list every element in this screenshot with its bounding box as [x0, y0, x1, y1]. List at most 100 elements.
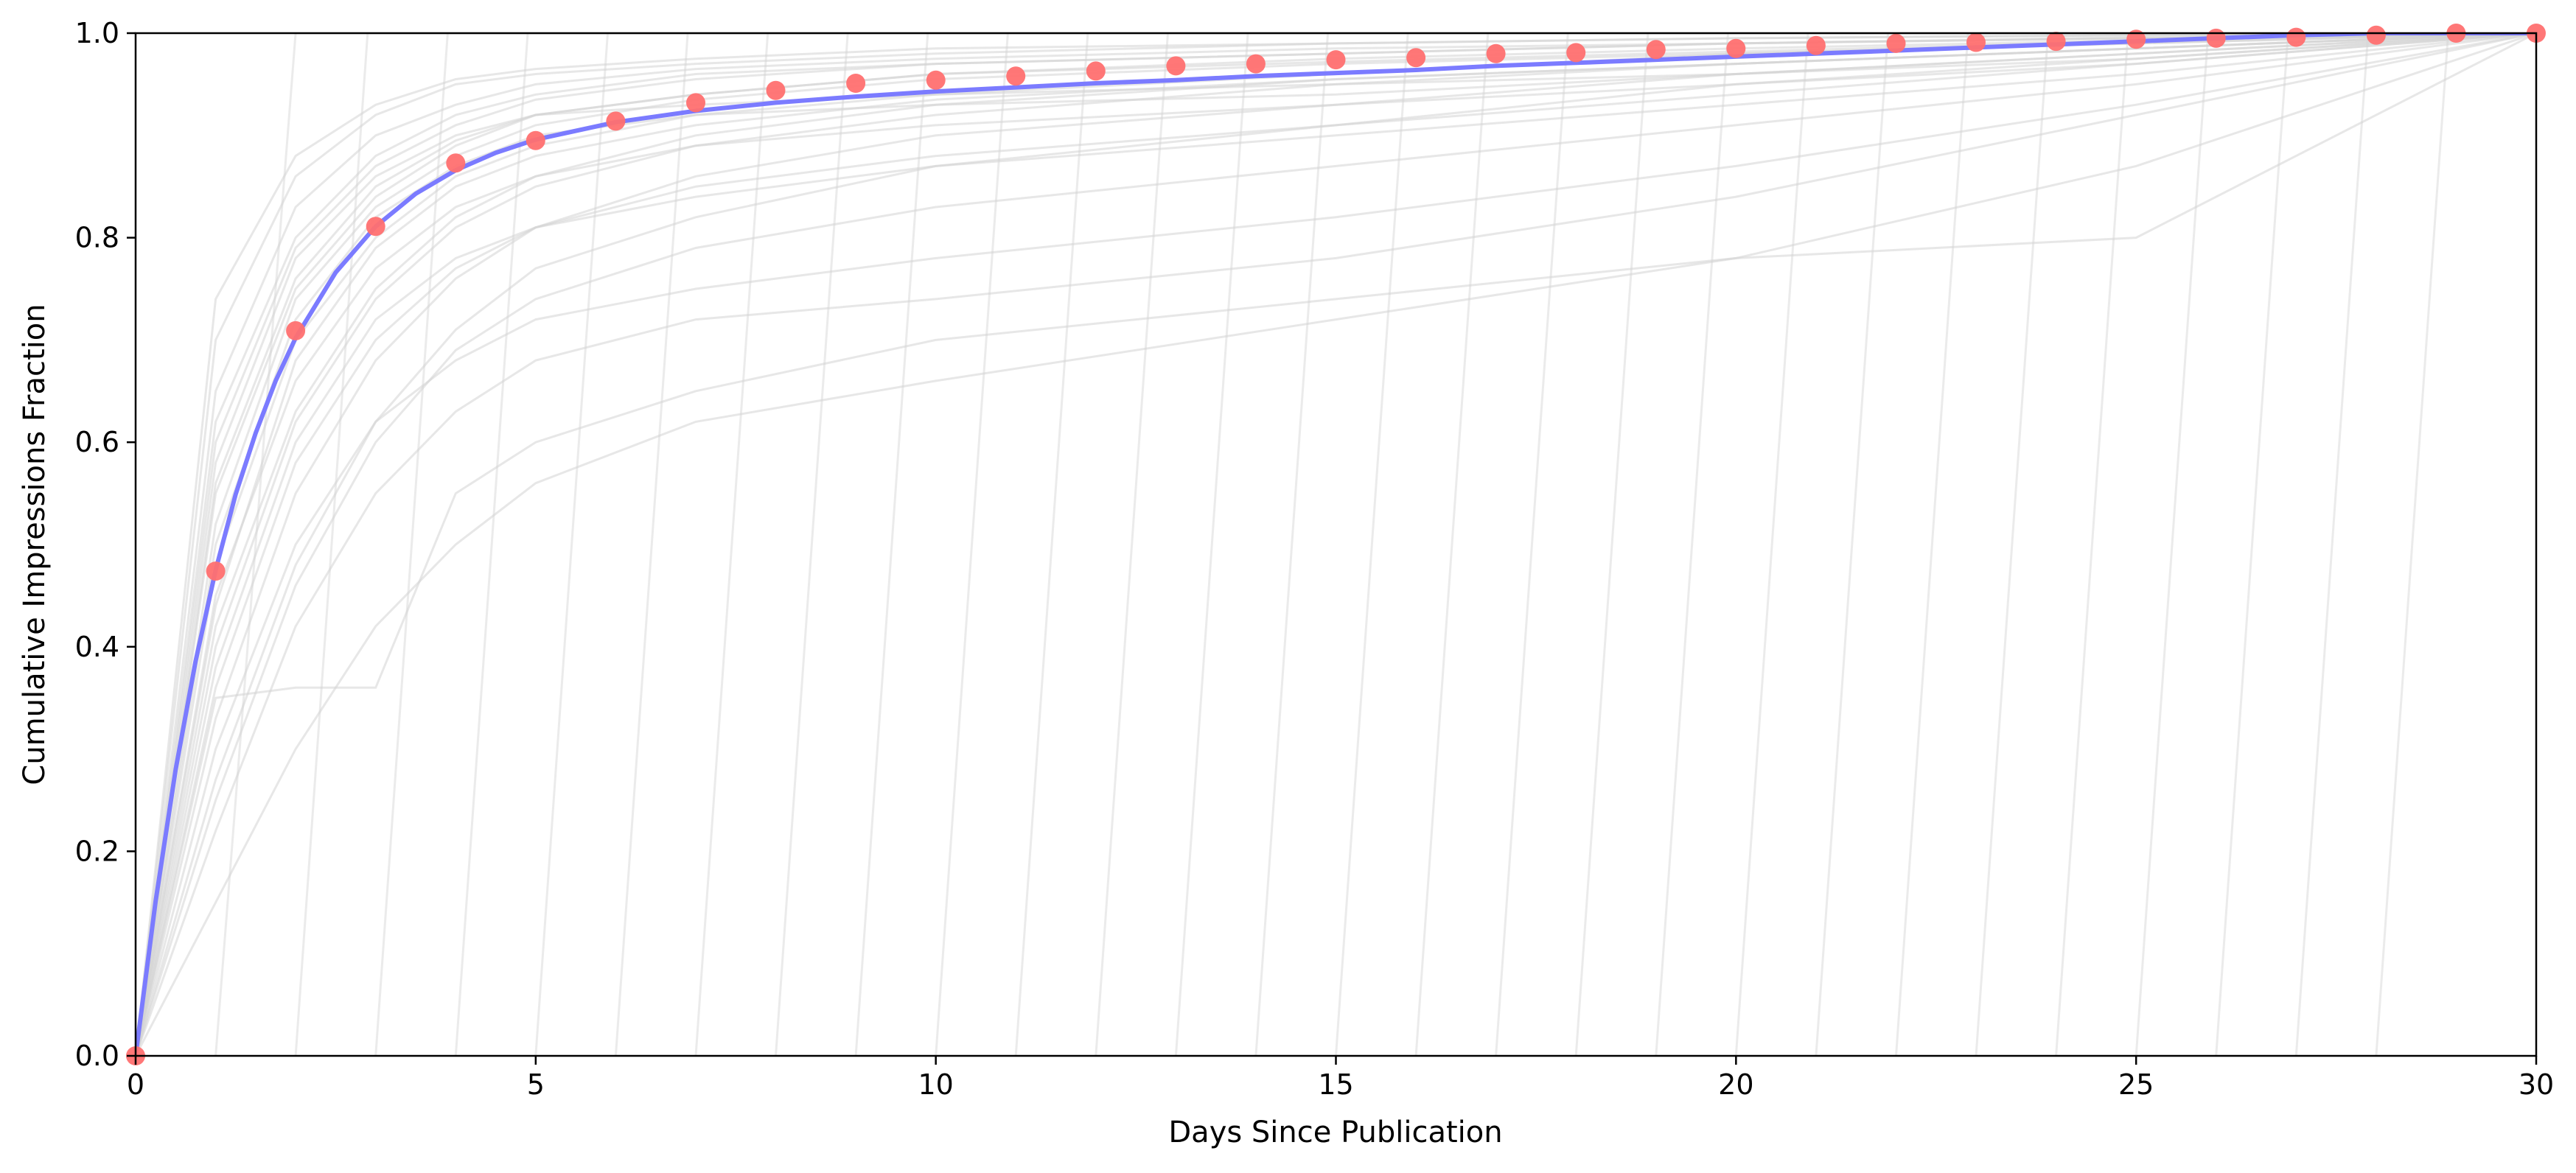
article-ramp-2 [294, 33, 2536, 1056]
y-axis-label: Cumulative Impressions Fraction [18, 304, 52, 785]
article-curve-20 [136, 33, 2536, 1056]
average-point [526, 130, 545, 150]
article-curve-11 [136, 33, 2536, 1056]
article-ramp-19 [1655, 33, 2536, 1056]
article-ramp-3 [374, 33, 2536, 1056]
article-curve-21 [136, 33, 2536, 1056]
average-point [1726, 38, 1746, 58]
y-tick-label: 1.0 [75, 17, 119, 49]
average-point [446, 153, 466, 173]
article-ramp-11 [1014, 33, 2536, 1056]
article-ramp-4 [454, 33, 2536, 1056]
y-tick-label: 0.4 [75, 631, 119, 663]
fitted-curve-layer [136, 33, 2536, 1056]
x-tick-label: 0 [127, 1068, 144, 1101]
article-ramp-27 [2294, 33, 2536, 1056]
article-ramp-8 [775, 33, 2536, 1056]
average-point [606, 111, 626, 131]
article-curve-19 [136, 33, 2536, 1056]
article-ramp-21 [1815, 33, 2536, 1056]
article-curve-2 [136, 33, 2536, 1056]
article-curve-3 [136, 33, 2536, 1056]
article-ramp-18 [1574, 33, 2536, 1056]
y-axis: 0.0 0.2 0.4 0.6 0.8 1.0 [75, 17, 136, 1072]
article-curve-23 [136, 33, 2536, 1056]
article-curve-7 [136, 33, 2536, 1056]
average-point [766, 80, 786, 100]
article-curve-14 [136, 33, 2536, 1056]
article-ramp-14 [1254, 33, 2536, 1056]
average-point [1086, 61, 1106, 81]
article-ramp-25 [2135, 33, 2536, 1056]
individual-article-curves [136, 33, 2536, 1056]
x-tick-label: 25 [2118, 1068, 2154, 1101]
article-curve-10 [136, 33, 2536, 1056]
average-point [1246, 54, 1266, 74]
average-point [2366, 25, 2386, 45]
article-ramp-5 [534, 33, 2536, 1056]
average-point [1326, 50, 1346, 70]
average-point [1966, 32, 1986, 52]
average-point [686, 93, 705, 113]
x-tick-label: 15 [1318, 1068, 1353, 1101]
y-tick-label: 0.2 [75, 835, 119, 867]
article-curve-17 [136, 33, 2536, 1056]
average-point [926, 70, 946, 90]
article-ramp-26 [2215, 33, 2536, 1056]
average-point [2286, 27, 2306, 47]
average-point [2126, 29, 2146, 49]
article-ramp-15 [1335, 33, 2536, 1056]
article-curve-12 [136, 33, 2536, 1056]
article-ramp-1 [214, 33, 2536, 1056]
y-tick-label: 0.6 [75, 426, 119, 458]
article-curve-1 [136, 33, 2536, 1056]
article-curve-15 [136, 33, 2536, 1056]
article-curve-24 [136, 33, 2536, 1056]
x-tick-label: 10 [918, 1068, 953, 1101]
average-point [1566, 43, 1586, 63]
article-curve-16 [136, 33, 2536, 1056]
x-axis-label: Days Since Publication [1168, 1116, 1502, 1149]
average-point [846, 74, 866, 93]
average-point [2206, 28, 2226, 48]
average-point [366, 217, 385, 237]
article-ramp-9 [854, 33, 2536, 1056]
article-ramp-10 [935, 33, 2536, 1056]
article-curve-8 [136, 33, 2536, 1056]
article-curve-22 [136, 33, 2536, 1056]
fitted-curve [136, 33, 2536, 1056]
article-ramp-23 [1975, 33, 2536, 1056]
average-point [1166, 56, 1186, 76]
average-point [2046, 32, 2066, 52]
article-ramp-17 [1495, 33, 2536, 1056]
average-point [206, 561, 226, 581]
x-tick-label: 5 [527, 1068, 545, 1101]
average-point [1006, 66, 1026, 86]
article-curve-6 [136, 33, 2536, 1056]
average-point [1486, 43, 1506, 63]
x-tick-label: 30 [2519, 1068, 2554, 1101]
article-curve-5 [136, 33, 2536, 1056]
average-point [1646, 40, 1666, 60]
article-ramp-28 [2375, 33, 2536, 1056]
average-point [1886, 33, 1906, 53]
average-points-layer [126, 24, 2546, 1065]
x-tick-label: 20 [1718, 1068, 1753, 1101]
article-ramp-7 [694, 33, 2536, 1056]
average-point [1806, 35, 1826, 55]
article-ramp-22 [1895, 33, 2536, 1056]
article-ramp-13 [1174, 33, 2536, 1056]
article-curve-13 [136, 33, 2536, 1056]
average-point [1406, 48, 1426, 68]
plot-area-frame [134, 32, 2538, 1057]
article-curve-9 [136, 33, 2536, 1056]
article-curve-4 [136, 33, 2536, 1056]
article-ramp-24 [2055, 33, 2536, 1056]
article-ramp-16 [1414, 33, 2536, 1056]
y-tick-label: 0.0 [75, 1040, 119, 1072]
article-ramp-20 [1734, 33, 2536, 1056]
article-ramp-6 [614, 33, 2536, 1056]
article-curve-18 [136, 33, 2536, 1056]
